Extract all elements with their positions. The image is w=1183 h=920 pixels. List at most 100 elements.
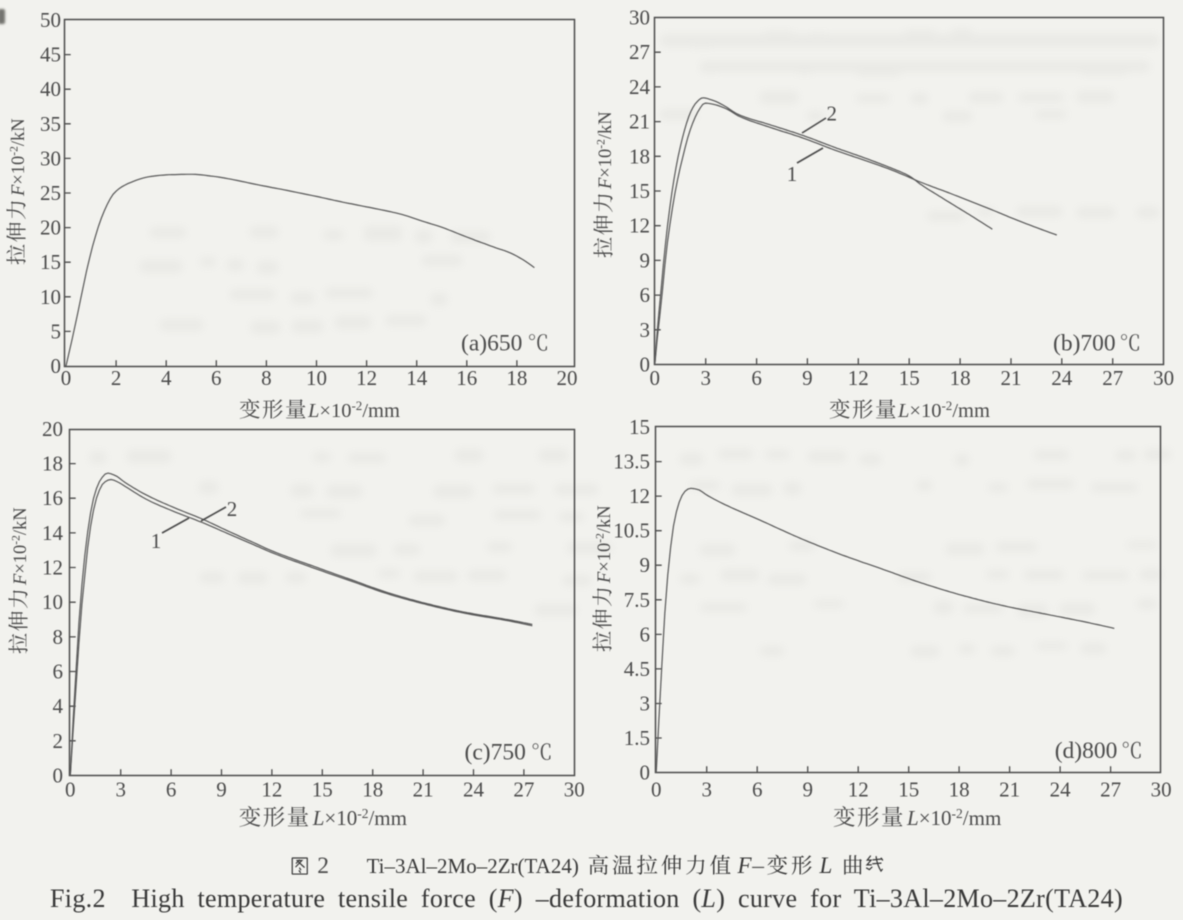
svg-text:6: 6 (53, 660, 64, 684)
svg-text:4: 4 (161, 366, 172, 390)
svg-text:F×10-2/kN: F×10-2/kN (11, 507, 32, 586)
svg-text:3: 3 (700, 366, 711, 390)
svg-text:9: 9 (802, 778, 813, 802)
svg-text:4.5: 4.5 (624, 657, 650, 681)
svg-text:Ti–3Al–2Mo–2Zr(TA24): Ti–3Al–2Mo–2Zr(TA24) (367, 854, 579, 878)
svg-text:27: 27 (1100, 778, 1121, 802)
svg-text:7.5: 7.5 (624, 588, 650, 612)
svg-text:0: 0 (53, 764, 64, 788)
svg-text:12: 12 (629, 484, 650, 508)
svg-text:(a)650: (a)650 (461, 331, 522, 357)
svg-text:20: 20 (557, 366, 578, 390)
svg-text:24: 24 (1051, 366, 1073, 390)
svg-text:21: 21 (629, 110, 650, 134)
svg-text:15: 15 (629, 179, 650, 203)
svg-text:18: 18 (362, 778, 383, 802)
svg-text:2: 2 (317, 853, 329, 879)
svg-text:2: 2 (111, 366, 122, 390)
svg-text:30: 30 (564, 778, 585, 802)
svg-text:F×10-2/kN: F×10-2/kN (9, 118, 30, 197)
svg-text:0: 0 (651, 778, 662, 802)
svg-text:3: 3 (640, 692, 651, 716)
svg-text:50: 50 (40, 8, 61, 32)
svg-text:24: 24 (463, 778, 485, 802)
svg-text:(d)800: (d)800 (1055, 738, 1118, 764)
svg-text:10: 10 (42, 590, 63, 614)
svg-text:35: 35 (40, 112, 61, 136)
svg-text:9: 9 (802, 366, 813, 390)
svg-text:6: 6 (640, 283, 651, 307)
svg-text:0: 0 (640, 761, 651, 785)
svg-text:15: 15 (312, 778, 333, 802)
svg-text:9: 9 (640, 553, 651, 577)
svg-text:3: 3 (640, 318, 651, 342)
svg-text:1.5: 1.5 (624, 726, 650, 750)
svg-text:L×10-2/mm: L×10-2/mm (906, 806, 1001, 830)
svg-text:24: 24 (1050, 778, 1072, 802)
svg-text:12: 12 (356, 366, 377, 390)
svg-text:L×10-2/mm: L×10-2/mm (307, 398, 400, 422)
svg-text:L×10-2/mm: L×10-2/mm (897, 398, 990, 422)
svg-text:16: 16 (42, 486, 63, 510)
svg-text:2: 2 (826, 102, 837, 126)
svg-text:1: 1 (151, 529, 162, 553)
svg-text:2: 2 (227, 497, 238, 521)
svg-text:9: 9 (216, 778, 227, 802)
svg-text:10.5: 10.5 (613, 519, 650, 543)
svg-text:4: 4 (53, 694, 64, 718)
svg-text:12: 12 (848, 366, 869, 390)
svg-text:F×10-2/kN: F×10-2/kN (596, 111, 617, 190)
svg-text:–: – (751, 853, 764, 879)
svg-text:Fig.2 High temperature tensil: Fig.2 High temperature tensile force (F)… (50, 884, 1123, 913)
svg-text:21: 21 (999, 778, 1020, 802)
svg-text:27: 27 (629, 40, 650, 64)
svg-text:8: 8 (261, 366, 272, 390)
svg-text:0: 0 (51, 354, 62, 378)
svg-text:15: 15 (40, 250, 61, 274)
svg-text:6: 6 (166, 778, 177, 802)
svg-text:18: 18 (949, 778, 970, 802)
svg-text:(c)750: (c)750 (465, 740, 526, 766)
svg-text:10: 10 (40, 285, 61, 309)
svg-text:18: 18 (42, 452, 63, 476)
svg-text:13.5: 13.5 (613, 450, 650, 474)
svg-text:12: 12 (42, 556, 63, 580)
svg-text:30: 30 (1153, 366, 1174, 390)
svg-text:6: 6 (211, 366, 222, 390)
svg-text:18: 18 (506, 366, 527, 390)
svg-text:9: 9 (640, 248, 651, 272)
svg-text:0: 0 (65, 778, 76, 802)
svg-text:5: 5 (51, 319, 62, 343)
svg-text:30: 30 (629, 6, 650, 30)
svg-text:0: 0 (650, 366, 661, 390)
svg-text:0: 0 (61, 366, 72, 390)
svg-text:12: 12 (261, 778, 282, 802)
svg-text:14: 14 (406, 366, 428, 390)
svg-text:2: 2 (53, 729, 64, 753)
svg-text:15: 15 (898, 778, 919, 802)
svg-text:3: 3 (701, 778, 712, 802)
svg-text:6: 6 (640, 622, 651, 646)
svg-text:30: 30 (40, 146, 61, 170)
svg-text:6: 6 (752, 778, 763, 802)
svg-text:30: 30 (1151, 778, 1172, 802)
svg-text:18: 18 (629, 144, 650, 168)
svg-text:15: 15 (629, 415, 650, 439)
svg-text:3: 3 (115, 778, 126, 802)
svg-text:F: F (737, 853, 753, 878)
svg-text:1: 1 (787, 162, 798, 186)
svg-text:45: 45 (40, 43, 61, 67)
svg-text:21: 21 (413, 778, 434, 802)
svg-text:F×10-2/kN: F×10-2/kN (595, 505, 616, 584)
svg-text:12: 12 (629, 214, 650, 238)
svg-text:40: 40 (40, 77, 61, 101)
svg-text:27: 27 (1102, 366, 1123, 390)
svg-text:18: 18 (950, 366, 971, 390)
svg-text:20: 20 (42, 417, 63, 441)
svg-text:14: 14 (42, 521, 64, 545)
svg-text:12: 12 (848, 778, 869, 802)
svg-text:6: 6 (751, 366, 762, 390)
svg-text:20: 20 (40, 216, 61, 240)
svg-text:15: 15 (899, 366, 920, 390)
svg-text:10: 10 (306, 366, 327, 390)
